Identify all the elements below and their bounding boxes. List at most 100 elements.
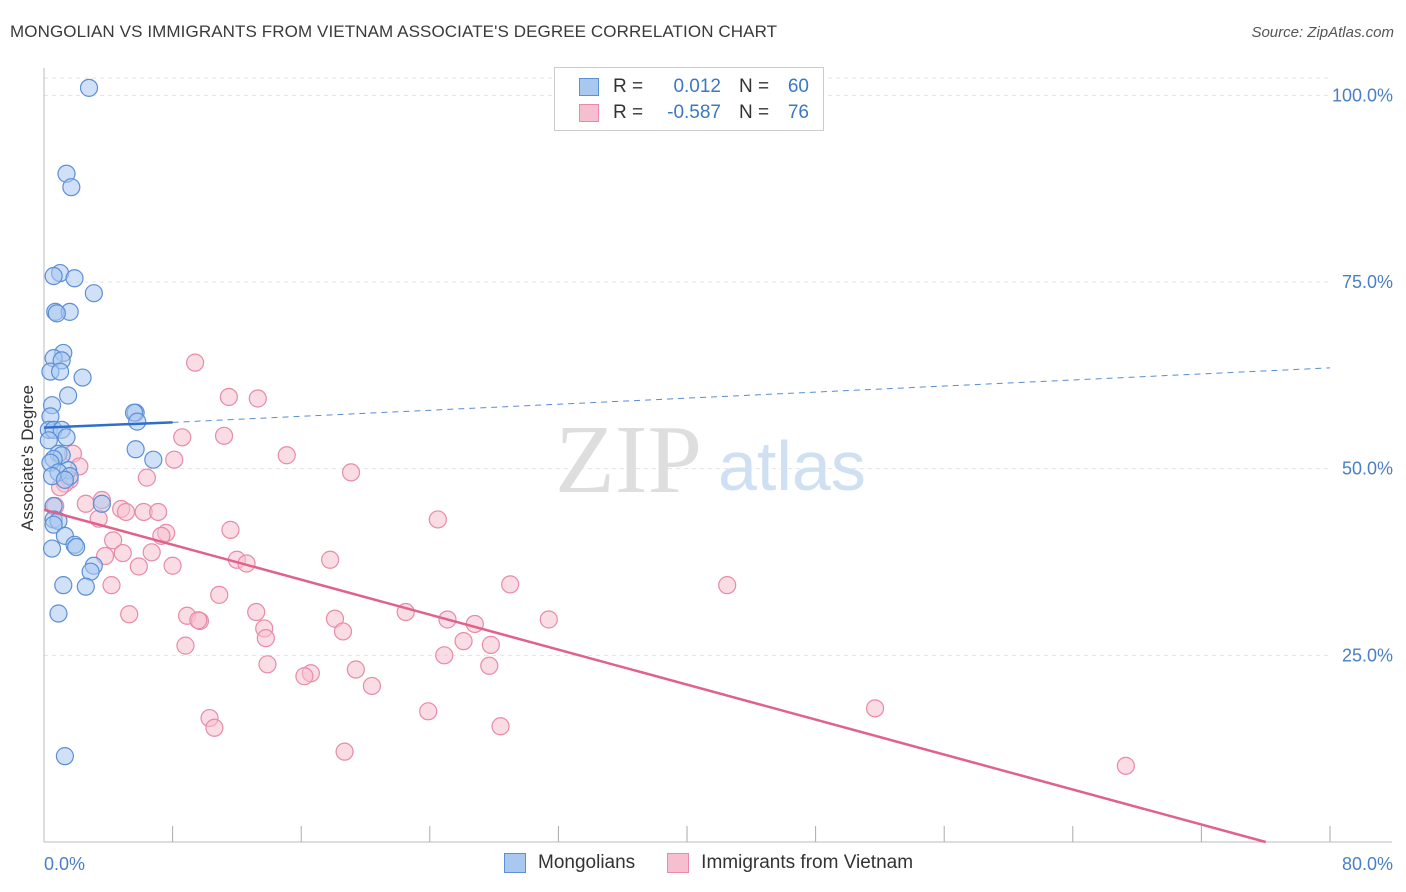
axes (43, 68, 1392, 843)
vietnam-point (295, 667, 314, 686)
source-label: Source: ZipAtlas.com (1251, 24, 1394, 41)
vietnam-point (221, 520, 240, 539)
vietnam-point (341, 463, 361, 482)
vietnam-point (176, 636, 195, 655)
vietnam-point (277, 446, 296, 465)
mongolian-point (42, 539, 62, 558)
legend-n-value: 60 (787, 76, 809, 97)
vietnam-point (173, 428, 192, 447)
vietnam-point (116, 502, 136, 522)
vietnam-point (210, 585, 229, 604)
vietnam-trend-line (43, 508, 1267, 844)
legend-row-mongolians: R = 0.012 N = 60 (579, 75, 809, 99)
watermark-zip: ZIP (555, 406, 702, 514)
mongolian-point (65, 269, 84, 288)
legend-r-value: 0.012 (673, 76, 721, 97)
vietnam-point (428, 510, 447, 529)
vietnam-point (454, 632, 473, 651)
vietnam-point (104, 531, 123, 550)
vietnam-point (321, 550, 340, 569)
x-tick-label-min: 0.0% (44, 854, 85, 874)
x-tick-label-max: 80.0% (1342, 854, 1393, 874)
vietnam-point (480, 656, 499, 675)
mongolian-point (128, 412, 147, 431)
mongolians-trend-line (43, 421, 173, 429)
mongolian-point (79, 78, 99, 97)
vietnam-point (718, 576, 737, 595)
y-tick-label: 50.0% (1342, 459, 1393, 479)
y-tick-label: 75.0% (1342, 272, 1393, 292)
vietnam-point (465, 614, 484, 634)
series-swatch-vietnam (667, 853, 690, 873)
y-tick-label: 100.0% (1332, 85, 1393, 105)
vietnam-point (1116, 756, 1135, 775)
vietnam-point (149, 502, 168, 522)
mongolian-point (62, 178, 81, 197)
legend-r-label: R = (613, 76, 644, 97)
grid: 25.0% 50.0% 75.0% 100.0% (44, 77, 1393, 665)
legend-n-label: N = (739, 102, 770, 123)
watermark-atlas: atlas (718, 427, 866, 505)
vietnam-point (113, 543, 132, 563)
correlation-legend: R = 0.012 N = 60 R = -0.587 N = 76 (554, 67, 824, 131)
y-tick-label: 25.0% (1342, 645, 1393, 665)
vietnam-point (346, 660, 365, 679)
vietnam-point (102, 576, 121, 595)
vietnam-point (76, 494, 95, 513)
vietnam-point (333, 622, 353, 641)
mongolian-point (44, 515, 63, 534)
legend-r-value: -0.587 (667, 102, 721, 123)
mongolian-point (55, 470, 74, 489)
vietnam-point (258, 655, 277, 674)
vietnam-point (362, 676, 382, 696)
mongolian-point (73, 368, 92, 387)
series-label-vietnam: Immigrants from Vietnam (701, 852, 914, 873)
legend-row-vietnam: R = -0.587 N = 76 (579, 101, 809, 125)
vietnam-point (214, 426, 234, 445)
trend-lines (43, 367, 1331, 844)
mongolian-point (47, 304, 66, 323)
mongolian-point (67, 537, 86, 557)
mongolian-point (92, 494, 111, 513)
vietnam-point (219, 387, 238, 407)
series-legend-mongolians: Mongolians (504, 852, 635, 874)
series-legend: Mongolians Immigrants from Vietnam (504, 852, 945, 874)
mongolian-point (55, 747, 74, 766)
vietnam-point (129, 557, 148, 576)
series-label-mongolians: Mongolians (538, 852, 636, 873)
vietnam-point (481, 635, 500, 654)
mongolian-point (44, 266, 63, 286)
mongolian-point (57, 428, 76, 447)
vietnam-point (165, 450, 184, 469)
series-swatch-mongolians (504, 853, 526, 873)
legend-n-value: 76 (787, 102, 809, 123)
y-axis-label: Associate's Degree (18, 385, 37, 531)
vietnam-point (491, 717, 510, 736)
mongolian-point (144, 450, 163, 469)
vietnam-point (205, 718, 224, 737)
legend-n-label: N = (739, 76, 770, 97)
vietnam-point (539, 610, 558, 629)
mongolian-point (54, 576, 73, 595)
mongolian-point (50, 362, 70, 381)
mongolian-point (49, 604, 68, 623)
vietnam-point (247, 602, 266, 622)
watermark: ZIP atlas (555, 406, 866, 514)
mongolians-trend-extension (172, 367, 1331, 423)
vietnam-point (256, 629, 275, 648)
legend-r-label: R = (613, 102, 644, 123)
series-legend-vietnam: Immigrants from Vietnam (667, 852, 913, 874)
vietnam-point (163, 556, 182, 575)
legend-swatch-vietnam (579, 104, 599, 122)
vietnam-point (501, 575, 520, 594)
mongolian-point (59, 386, 78, 405)
vietnam-point (142, 543, 161, 562)
mongolian-point (126, 440, 145, 459)
chart-title: MONGOLIAN VS IMMIGRANTS FROM VIETNAM ASS… (10, 22, 778, 41)
vietnam-point (186, 353, 205, 372)
vietnam-point (120, 605, 139, 624)
vietnam-point (865, 699, 885, 718)
vietnam-point (335, 742, 354, 761)
mongolian-point (39, 431, 58, 450)
